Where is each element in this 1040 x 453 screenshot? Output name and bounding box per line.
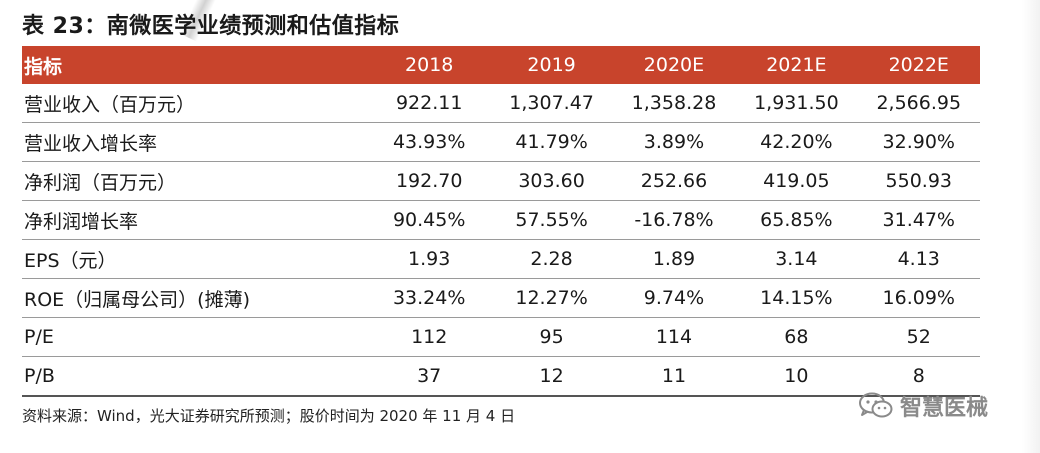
header-year: 2018 [405,54,454,76]
table-cell: 3.14 [775,248,818,270]
watermark-text: 智慧医械 [900,396,989,421]
table-row: P/B 37 12 11 10 8 [22,357,980,397]
table-cell: -16.78% [634,209,714,231]
table-cell: 192.70 [395,170,463,192]
table-cell: 550.93 [885,170,952,192]
table-row: EPS（元） 1.93 2.28 1.89 3.14 4.13 [22,240,980,279]
table-cell: 303.60 [518,170,585,192]
table-cell: 8 [912,365,925,387]
header-year: 2019 [527,54,576,76]
table-cell: 9.74% [643,287,705,309]
table-row: 营业收入（百万元） 922.11 1,307.47 1,358.28 1,931… [22,84,980,123]
table-cell: 1.89 [652,248,696,270]
wechat-icon [859,392,893,418]
table-cell: 95 [539,326,564,348]
table-header: 指标 2018 2019 2020E 2021E 2022E [22,46,980,84]
row-label: 营业收入（百万元） [24,93,196,116]
row-label: P/E [24,326,54,348]
table-cell: 1,307.47 [509,92,594,114]
table-cell: 114 [655,326,693,348]
row-label: EPS（元） [24,249,117,272]
table-cell: 52 [906,326,931,348]
table-cell: 16.09% [882,287,955,309]
table-row: P/E 112 95 114 68 52 [22,318,980,357]
table-cell: 10 [784,365,809,387]
row-label: ROE（归属母公司）(摊薄) [24,288,250,311]
table-cell: 33.24% [392,287,466,309]
table-title: 表 23：南微医学业绩预测和估值指标 [22,14,400,39]
watermark: 智慧医械 [858,390,988,422]
table-cell: 112 [411,326,448,348]
source-note: 资料来源：Wind，光大证券研究所预测；股价时间为 2020 年 11 月 4 … [22,407,516,425]
table-cell: 1,931.50 [754,92,839,114]
header-year: 2021E [766,54,827,76]
table-row: ROE（归属母公司）(摊薄) 33.24% 12.27% 9.74% 14.15… [22,279,980,318]
header-label: 指标 [24,55,63,78]
table-row: 营业收入增长率 43.93% 41.79% 3.89% 42.20% 32.90… [22,123,980,162]
table-cell: 42.20% [760,131,833,153]
row-label: P/B [24,365,55,387]
table-cell: 32.90% [882,131,955,153]
table-row: 净利润增长率 90.45% 57.55% -16.78% 65.85% 31.4… [22,201,980,240]
table-cell: 3.89% [643,131,705,153]
table-cell: 2.28 [530,248,573,270]
table-cell: 252.66 [640,170,708,192]
page-edge-shadow [1022,0,1040,453]
table-cell: 4.13 [897,248,940,270]
table-cell: 1.93 [408,248,451,270]
table-cell: 14.15% [760,287,833,309]
table-cell: 12.27% [515,287,588,309]
table-cell: 37 [417,365,442,387]
table-cell: 43.93% [392,131,466,153]
forecast-table: 指标 2018 2019 2020E 2021E 2022E 营业收入（百万元）… [22,46,980,397]
row-label: 净利润（百万元） [24,171,177,194]
table-cell: 68 [784,326,809,348]
table-row: 净利润（百万元） 192.70 303.60 252.66 419.05 550… [22,162,980,201]
table-cell: 90.45% [392,209,466,231]
header-year: 2020E [643,54,705,76]
table-cell: 1,358.28 [631,92,717,114]
table-cell: 2,566.95 [876,92,962,114]
row-label: 营业收入增长率 [24,132,158,155]
table-cell: 11 [661,365,687,387]
table-cell: 65.85% [760,209,833,231]
table-cell: 419.05 [763,170,830,192]
header-year: 2022E [888,54,949,76]
table-cell: 12 [539,365,564,387]
table-cell: 57.55% [515,209,588,231]
row-label: 净利润增长率 [24,210,139,233]
table-cell: 31.47% [882,209,955,231]
table-cell: 922.11 [395,92,463,114]
table-cell: 41.79% [515,131,588,153]
